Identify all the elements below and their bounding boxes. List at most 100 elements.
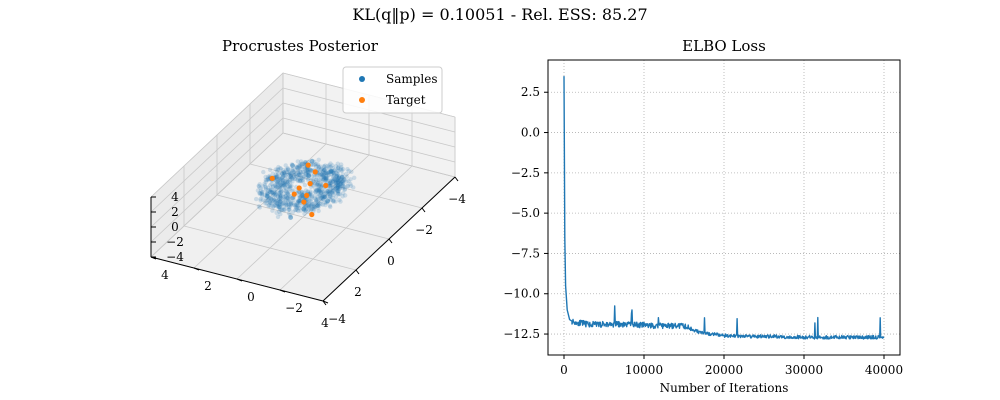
sample-point [308,198,313,204]
sample-point [345,183,350,189]
sample-point [321,191,327,197]
sample-point [319,182,324,188]
sample-point [330,185,336,191]
sample-point [286,197,292,202]
sample-point [258,198,263,203]
sample-point [295,167,301,173]
sample-point [282,194,287,199]
sample-point [344,174,349,179]
sample-point [290,169,296,174]
sample-point [296,205,301,210]
sample-point [341,181,346,186]
sample-point [300,169,306,175]
sample-point [312,196,317,201]
sample-point [325,189,330,195]
sample-point [313,200,319,205]
sample-point [327,178,332,184]
sample-point [297,172,302,177]
sample-point [275,167,280,172]
sample-point [275,194,281,199]
target-point [296,185,302,191]
sample-point [272,203,278,208]
sample-point [331,188,336,193]
sample-point [308,168,313,173]
sample-point [276,167,281,172]
sample-point [295,198,301,204]
sample-point [272,189,277,194]
sample-point [344,179,349,184]
sample-point [289,170,294,176]
sample-point [278,180,283,185]
sample-point [280,178,285,183]
sample-point [313,189,318,195]
sample-point [328,192,333,197]
sample-point [327,182,332,188]
sample-point [326,173,331,178]
sample-point [340,186,346,191]
sample-point [335,165,341,171]
sample-point [316,189,322,194]
sample-point [335,184,341,190]
sample-point [317,186,323,192]
sample-point [336,180,341,185]
sample-point [295,200,300,205]
grid-wall-z1 [282,102,456,148]
sample-point [336,180,341,185]
sample-point [287,204,292,210]
sample-point [282,183,287,188]
sample-point [279,172,285,177]
sample-point [290,163,295,168]
sample-point [282,173,288,178]
legend-label-samples: Samples [386,72,438,86]
sample-point [299,179,304,184]
sample-point [267,203,272,208]
sample-point [296,171,302,177]
y-tick-label: −2 [285,301,303,315]
sample-point [286,211,292,216]
sample-point [318,181,323,186]
sample-point [337,191,342,197]
sample-point [282,170,287,175]
sample-point [322,176,327,181]
sample-point [327,180,333,185]
sample-point [317,183,322,188]
sample-point [320,196,326,202]
sample-point [339,181,344,187]
sample-point [278,177,283,182]
sample-point [282,187,287,193]
sample-point [309,194,314,200]
sample-point [278,197,283,202]
sample-point [275,180,280,185]
sample-point [316,208,321,214]
sample-point [282,183,287,188]
sample-point [296,176,302,181]
sample-point [305,189,310,194]
sample-point [332,167,337,173]
sample-point [291,175,296,180]
sample-point [325,175,330,181]
sample-point [328,193,333,199]
sample-point [287,170,292,175]
sample-point [335,176,340,181]
sample-point [305,170,310,175]
sample-point [342,187,347,192]
sample-point [336,164,341,170]
sample-point [275,174,280,179]
sample-point [348,183,354,188]
sample-point [330,179,335,184]
sample-point [320,173,326,178]
sample-point [346,168,351,174]
sample-point [270,184,276,189]
sample-point [319,196,324,201]
sample-point [340,183,345,188]
sample-point [299,175,304,181]
sample-point [278,190,284,195]
sample-point [303,166,308,171]
sample-point [285,166,290,171]
sample-point [335,171,340,177]
sample-point [324,194,329,199]
sample-point [344,171,349,177]
sample-point [312,204,317,209]
sample-point [318,177,323,182]
sample-point [300,161,305,166]
